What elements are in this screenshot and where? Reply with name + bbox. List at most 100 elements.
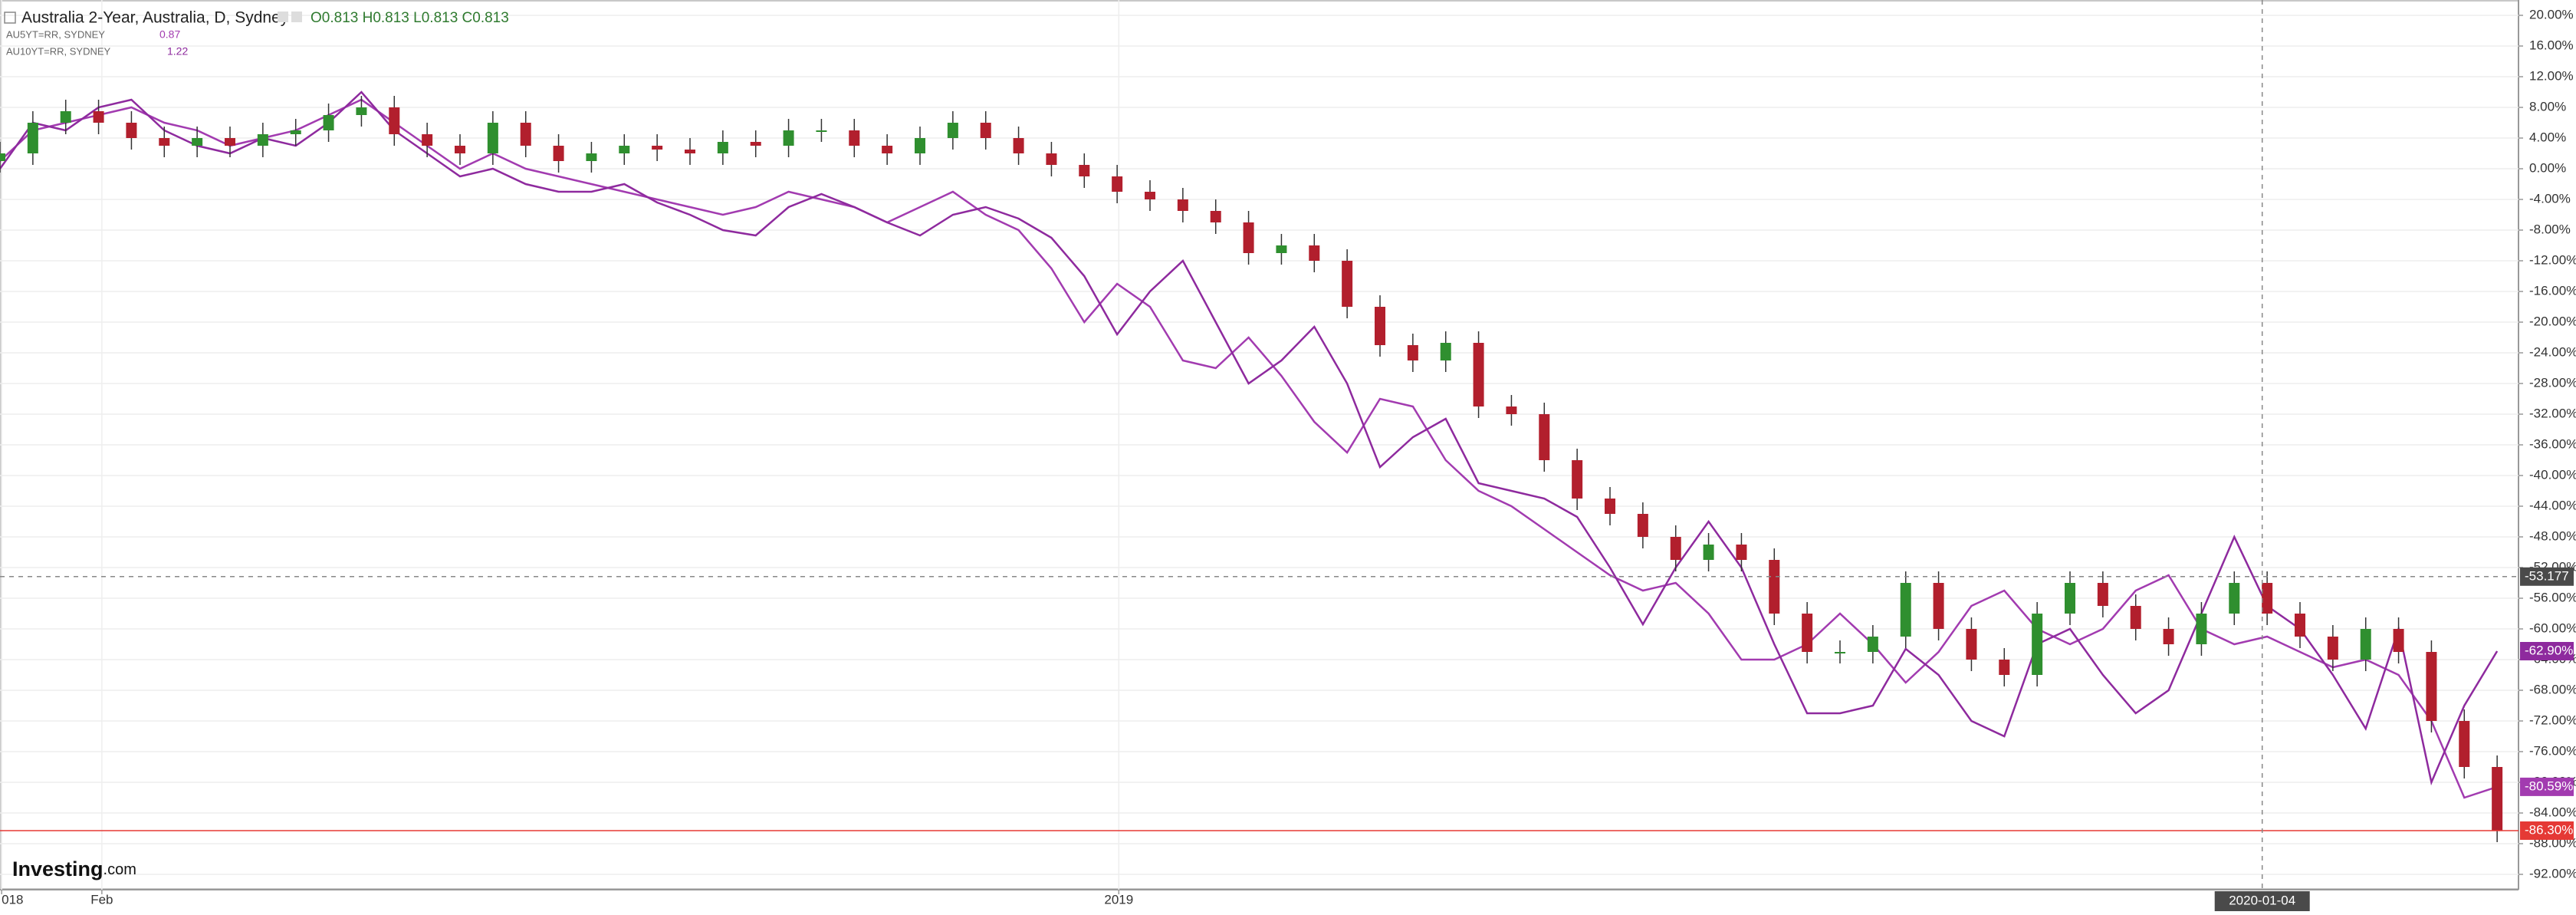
end-label: -62.90% bbox=[2525, 643, 2573, 657]
y-tick-label: -28.00% bbox=[2529, 375, 2576, 390]
y-tick-label: -16.00% bbox=[2529, 283, 2576, 298]
candle-body bbox=[1637, 514, 1648, 537]
candle-body bbox=[27, 123, 38, 153]
candle-body bbox=[2065, 583, 2075, 614]
candle-body bbox=[2196, 614, 2207, 644]
icon[interactable] bbox=[291, 12, 302, 22]
crosshair-y-box bbox=[2520, 567, 2574, 586]
candle-body bbox=[1276, 245, 1287, 253]
marks bbox=[0, 0, 2518, 890]
candle-body bbox=[356, 107, 367, 115]
crosshair-y-label: -53.177 bbox=[2525, 568, 2569, 583]
candle-body bbox=[455, 146, 465, 153]
candle-body bbox=[1966, 629, 1977, 660]
candle-body bbox=[1933, 583, 1944, 629]
candle-body bbox=[1342, 261, 1353, 307]
candle-body bbox=[2360, 629, 2371, 660]
y-tick-label: -68.00% bbox=[2529, 682, 2576, 696]
candle-body bbox=[1407, 345, 1418, 360]
candle-body bbox=[915, 138, 925, 153]
y-tick-label: -40.00% bbox=[2529, 467, 2576, 482]
candle-body bbox=[1670, 537, 1681, 560]
candle-body bbox=[750, 142, 761, 146]
candle-body bbox=[947, 123, 958, 138]
candle-body bbox=[980, 123, 991, 138]
crosshair-x-box bbox=[2214, 891, 2310, 911]
collapse-icon[interactable] bbox=[4, 12, 16, 24]
y-tick-label: 12.00% bbox=[2529, 68, 2574, 83]
candle-body bbox=[1243, 222, 1254, 253]
candle-body bbox=[1506, 406, 1517, 414]
series-line bbox=[0, 91, 2499, 786]
logo-text: Investing bbox=[12, 857, 104, 880]
x-tick-label: 2019 bbox=[1104, 892, 1133, 907]
candle-body bbox=[652, 146, 663, 150]
legend-value: 0.87 bbox=[159, 28, 180, 41]
candle-body bbox=[1999, 660, 2010, 675]
candle-body bbox=[2032, 614, 2043, 675]
crosshair-x-label: 2020-01-04 bbox=[2229, 893, 2295, 907]
candle-body bbox=[1473, 343, 1484, 406]
candle-body bbox=[882, 146, 893, 153]
legend-value: 1.22 bbox=[167, 45, 188, 58]
y-tick-label: -4.00% bbox=[2529, 191, 2571, 206]
y-tick-label: 4.00% bbox=[2529, 130, 2566, 144]
y-tick-label: -60.00% bbox=[2529, 620, 2576, 635]
candle-body bbox=[2295, 614, 2305, 637]
candle-body bbox=[1867, 637, 1878, 652]
chart-title: Australia 2-Year, Australia, D, Sydney bbox=[21, 9, 289, 27]
legend-entry: AU10YT=RR, SYDNEY bbox=[6, 45, 111, 57]
candle-body bbox=[225, 138, 235, 146]
y-tick-label: -24.00% bbox=[2529, 344, 2576, 359]
candle-body bbox=[685, 150, 695, 153]
candle-body bbox=[60, 111, 71, 123]
candle-body bbox=[126, 123, 137, 138]
candle-body bbox=[422, 134, 433, 146]
candle-body bbox=[1079, 165, 1090, 176]
candle-body bbox=[1112, 176, 1123, 192]
end-label-box bbox=[2520, 821, 2574, 840]
candle-body bbox=[1539, 414, 1550, 460]
candle-body bbox=[323, 115, 334, 130]
candle-body bbox=[1572, 460, 1583, 499]
candle-body bbox=[1309, 245, 1320, 261]
labels: Australia 2-Year, Australia, D, Sydney O… bbox=[2, 7, 2576, 911]
y-tick-label: -20.00% bbox=[2529, 314, 2576, 328]
candle-body bbox=[2492, 767, 2503, 831]
candle-body bbox=[717, 142, 728, 153]
icon[interactable] bbox=[278, 12, 288, 22]
candle-body bbox=[487, 123, 498, 153]
candle-body bbox=[1046, 153, 1057, 165]
candle-body bbox=[1703, 545, 1714, 560]
candle-body bbox=[257, 134, 268, 146]
y-tick-label: 8.00% bbox=[2529, 99, 2566, 114]
end-label: -80.59% bbox=[2525, 778, 2573, 793]
candle-body bbox=[2163, 629, 2174, 644]
candle-body bbox=[1835, 652, 1845, 653]
y-tick-label: 16.00% bbox=[2529, 38, 2574, 52]
series-line bbox=[0, 98, 2498, 799]
grid bbox=[0, 0, 2523, 894]
candle-body bbox=[1802, 614, 1813, 652]
y-tick-label: -84.00% bbox=[2529, 805, 2576, 819]
candle-body bbox=[159, 138, 170, 146]
y-tick-label: -32.00% bbox=[2529, 406, 2576, 420]
candle-body bbox=[1177, 199, 1188, 211]
end-label: -86.30% bbox=[2525, 822, 2573, 837]
candle-body bbox=[1769, 560, 1780, 614]
candle-body bbox=[1736, 545, 1747, 560]
candle-body bbox=[1440, 343, 1451, 360]
y-tick-label: 0.00% bbox=[2529, 160, 2566, 175]
candle-body bbox=[1375, 307, 1385, 345]
x-tick-label: Feb bbox=[90, 892, 113, 907]
candle-body bbox=[849, 130, 860, 146]
candle-body bbox=[520, 123, 531, 146]
candle-body bbox=[389, 107, 400, 134]
y-tick-label: 20.00% bbox=[2529, 7, 2574, 21]
y-tick-label: -48.00% bbox=[2529, 528, 2576, 543]
candle-body bbox=[93, 111, 104, 123]
candle-body bbox=[1210, 211, 1221, 222]
end-label-box bbox=[2520, 777, 2574, 796]
